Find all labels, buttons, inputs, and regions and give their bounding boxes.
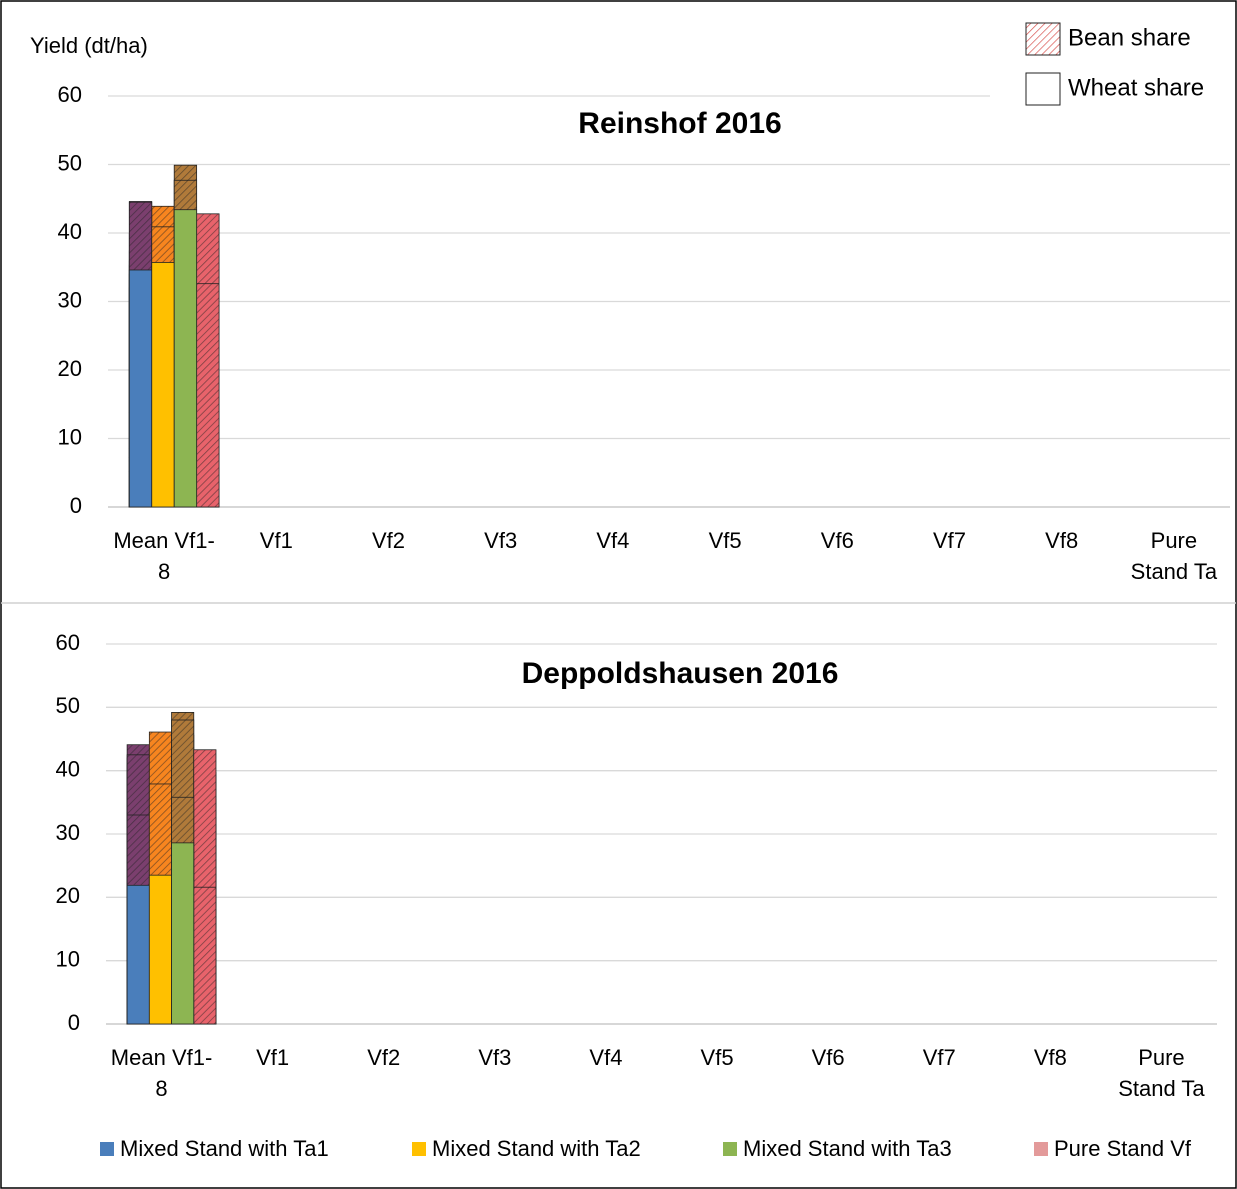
y-tick-label: 50	[58, 150, 82, 175]
y-tick-label: 10	[58, 424, 82, 449]
share-legend-label: Bean share	[1068, 24, 1191, 51]
y-tick-label: 20	[56, 883, 80, 908]
y-tick-label: 60	[56, 630, 80, 655]
share-legend-swatch	[1025, 72, 1061, 106]
legend-label: Pure Stand Vf	[1054, 1136, 1192, 1161]
legend-swatch	[100, 1142, 114, 1156]
x-tick-label: Vf1	[256, 1045, 290, 1070]
legend-label: Mixed Stand with Ta2	[432, 1136, 641, 1161]
y-tick-label: 10	[56, 946, 80, 971]
x-tick-label: Mean Vf1-8	[110, 1045, 213, 1101]
x-tick-label: Vf3	[478, 1045, 512, 1070]
y-tick-label: 20	[58, 356, 82, 381]
share-legend-swatch	[1025, 22, 1061, 56]
bean-bar	[196, 283, 220, 508]
chart-title: Reinshof 2016	[578, 107, 781, 140]
x-tick-label: Vf5	[708, 528, 742, 553]
x-tick-label: Vf2	[367, 1045, 401, 1070]
bean-bar	[193, 886, 217, 1025]
y-tick-label: 0	[70, 493, 82, 518]
x-tick-label: Vf6	[820, 528, 854, 553]
legend-swatch	[412, 1142, 426, 1156]
x-tick-label: Vf8	[1033, 1045, 1067, 1070]
x-tick-label: Vf3	[484, 528, 518, 553]
x-tick-label: Pure Stand Ta	[1118, 1045, 1205, 1101]
x-tick-label: Vf4	[589, 1045, 623, 1070]
wheat-bar	[128, 269, 153, 508]
wheat-bar	[173, 209, 198, 508]
legend-swatch	[723, 1142, 737, 1156]
x-tick-label: Vf2	[371, 528, 406, 553]
chart-title: Deppoldshausen 2016	[522, 657, 839, 690]
legend-label: Mixed Stand with Ta1	[120, 1136, 329, 1161]
y-tick-label: 60	[58, 82, 82, 107]
y-tick-label: 40	[58, 219, 82, 244]
x-tick-label: Vf5	[700, 1045, 734, 1070]
x-tick-label: Vf1	[259, 528, 293, 553]
y-tick-label: 50	[56, 693, 80, 718]
x-tick-label: Vf7	[932, 528, 967, 553]
legend-swatch	[1034, 1142, 1048, 1156]
wheat-bar	[148, 874, 172, 1025]
y-tick-label: 30	[56, 820, 80, 845]
share-legend-label: Wheat share	[1068, 74, 1204, 101]
y-axis-label: Yield (dt/ha)	[30, 33, 148, 58]
wheat-bar	[171, 842, 195, 1025]
wheat-bar	[151, 262, 175, 508]
y-tick-label: 40	[56, 756, 80, 781]
y-tick-label: 0	[68, 1010, 80, 1035]
x-tick-label: Mean Vf1-8	[113, 528, 215, 584]
y-tick-label: 30	[58, 287, 82, 312]
x-tick-label: Vf6	[811, 1045, 845, 1070]
wheat-bar	[126, 884, 150, 1025]
x-tick-label: Vf4	[596, 528, 630, 553]
legend-label: Mixed Stand with Ta3	[743, 1136, 952, 1161]
x-tick-label: Pure Stand Ta	[1130, 528, 1218, 584]
x-tick-label: Vf7	[922, 1045, 956, 1070]
x-tick-label: Vf8	[1045, 528, 1079, 553]
